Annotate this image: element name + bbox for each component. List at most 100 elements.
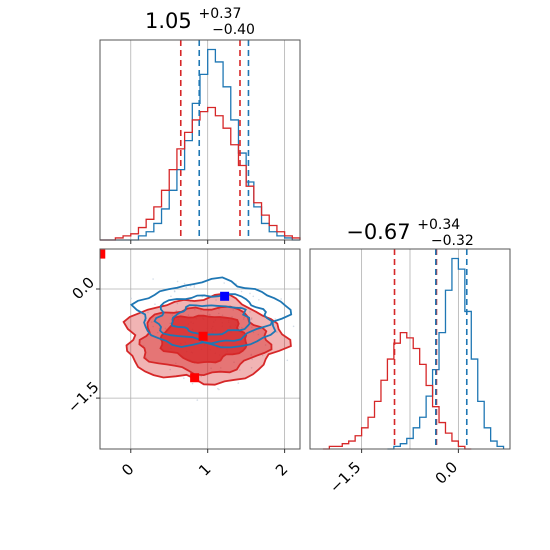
joint-scatter-point bbox=[193, 286, 196, 288]
joint-scatter-point bbox=[223, 282, 225, 284]
joint-scatter-point bbox=[193, 284, 196, 287]
joint-markers bbox=[100, 249, 230, 383]
joint-scatter-point bbox=[200, 310, 202, 312]
joint-scatter-point bbox=[286, 359, 289, 362]
joint-scatter-point bbox=[218, 388, 220, 391]
joint-scatter-point bbox=[187, 314, 190, 316]
joint-scatter-point bbox=[170, 295, 172, 298]
joint-scatter-point bbox=[292, 325, 295, 328]
joint-scatter-point bbox=[207, 310, 210, 312]
joint-scatter-point bbox=[171, 314, 174, 316]
joint-scatter-point bbox=[194, 308, 196, 311]
joint-scatter-point bbox=[240, 290, 243, 293]
hist-y-blue-series bbox=[387, 257, 505, 450]
joint-blue-contour-3 bbox=[170, 304, 251, 336]
hist-x-frame bbox=[99, 39, 301, 241]
joint-scatter-point bbox=[276, 331, 278, 333]
joint-scatter-point bbox=[252, 331, 255, 334]
hist-y-tick-label: −1.5 bbox=[326, 458, 364, 496]
joint-blue-contour-2 bbox=[153, 293, 274, 345]
joint-marker-red bbox=[198, 331, 208, 341]
hist-y-red-step bbox=[322, 331, 472, 450]
joint-scatter-point bbox=[232, 309, 235, 311]
joint-scatter-point bbox=[249, 292, 251, 295]
joint-scatter-point bbox=[175, 310, 178, 312]
joint-scatter-point bbox=[164, 327, 167, 330]
joint-scatter-point bbox=[238, 326, 240, 328]
joint-scatter-point bbox=[257, 333, 260, 336]
joint-scatter-point bbox=[183, 377, 185, 380]
joint-scatter-point bbox=[250, 317, 253, 319]
hist-y-title-minus: −0.32 bbox=[431, 233, 474, 249]
joint-scatter-point bbox=[183, 282, 186, 285]
hist-y-blue-step bbox=[387, 257, 505, 450]
joint-scatter-point bbox=[152, 278, 154, 280]
joint-frame bbox=[99, 248, 301, 450]
joint-scatter-point bbox=[241, 326, 243, 329]
joint-scatter-point bbox=[208, 313, 210, 316]
joint-scatter-point bbox=[238, 369, 241, 371]
joint-scatter-point bbox=[200, 375, 202, 378]
joint-scatter-point bbox=[252, 295, 255, 298]
joint-scatter-point bbox=[176, 302, 179, 305]
joint-scatter-point bbox=[169, 368, 171, 371]
hist-y-title-plus: +0.34 bbox=[417, 217, 460, 233]
hist-x-title-plus: +0.37 bbox=[198, 6, 241, 22]
joint-x-tick-label: 1 bbox=[195, 460, 214, 479]
joint-scatter-point bbox=[249, 311, 251, 313]
joint-marker-red bbox=[190, 373, 200, 383]
joint-scatter-point bbox=[274, 318, 276, 320]
joint-blue-contours bbox=[129, 276, 293, 349]
joint-scatter-point bbox=[130, 297, 132, 300]
joint-scatter-point bbox=[217, 312, 220, 315]
hist-x-red-series bbox=[100, 106, 301, 241]
joint-scatter-point bbox=[196, 399, 199, 401]
joint-scatter-point bbox=[280, 298, 282, 300]
joint-scatter-point bbox=[261, 354, 264, 357]
joint-scatter-point bbox=[150, 321, 153, 323]
joint-scatter-point bbox=[258, 298, 260, 301]
hist-y-red-series bbox=[322, 331, 472, 450]
joint-scatter-point bbox=[218, 308, 220, 310]
panel-joint: 0 1 2 0.0 −1.5 bbox=[64, 248, 301, 480]
joint-scatter-point bbox=[173, 290, 176, 293]
joint-scatter-point bbox=[156, 331, 159, 334]
hist-y-title: −0.67 +0.34 −0.32 bbox=[346, 210, 474, 249]
joint-blue-contour-1 bbox=[129, 276, 293, 349]
joint-x-tick-label: 0 bbox=[118, 460, 137, 479]
joint-scatter-point bbox=[250, 326, 253, 329]
hist-x-title-value: 1.05 bbox=[145, 9, 192, 33]
joint-scatter-point bbox=[215, 299, 217, 301]
joint-scatter-point bbox=[250, 367, 253, 369]
joint-scatter-point bbox=[250, 354, 252, 357]
joint-scatter-point bbox=[185, 286, 187, 289]
joint-scatter-point bbox=[231, 316, 233, 318]
panel-hist-x: 1.05 +0.37 −0.40 bbox=[99, 0, 301, 244]
joint-scatter-point bbox=[169, 322, 172, 325]
hist-x-title: 1.05 +0.37 −0.40 bbox=[145, 0, 255, 38]
joint-scatter-point bbox=[243, 316, 245, 319]
panel-hist-y: −1.5 0.0 −0.67 +0.34 −0.32 bbox=[309, 210, 511, 497]
joint-scatter-point bbox=[191, 382, 194, 385]
joint-scatter-point bbox=[175, 362, 177, 365]
joint-scatter-point bbox=[242, 318, 245, 320]
joint-y-tick-label: 0.0 bbox=[68, 273, 98, 303]
joint-scatter-point bbox=[152, 325, 154, 328]
joint-scatter-point bbox=[210, 367, 212, 370]
joint-scatter-point bbox=[176, 280, 179, 283]
hist-y-tick-label: 0.0 bbox=[432, 458, 462, 488]
joint-scatter-point bbox=[217, 387, 219, 390]
hist-x-title-minus: −0.40 bbox=[212, 22, 255, 38]
joint-marker-red bbox=[100, 249, 106, 259]
hist-y-title-value: −0.67 bbox=[346, 220, 410, 244]
joint-scatter-point bbox=[237, 382, 240, 384]
joint-x-tick-label: 2 bbox=[272, 460, 291, 479]
hist-y-frame bbox=[309, 248, 511, 450]
joint-scatter-point bbox=[264, 344, 267, 346]
joint-scatter-point bbox=[147, 311, 149, 314]
joint-marker-blue bbox=[220, 291, 230, 301]
joint-y-tick-label: −1.5 bbox=[64, 378, 102, 416]
joint-scatter-point bbox=[233, 361, 235, 364]
hist-x-red-step bbox=[100, 106, 301, 241]
